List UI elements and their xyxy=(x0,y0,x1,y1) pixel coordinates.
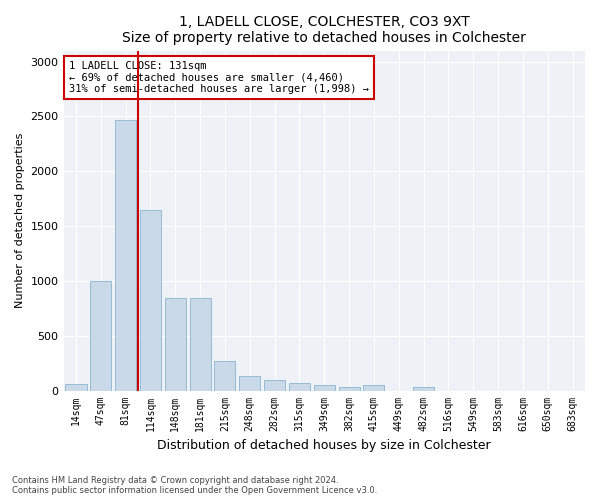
Bar xyxy=(364,385,385,391)
Bar xyxy=(165,298,186,391)
Bar xyxy=(214,362,235,391)
Text: Contains HM Land Registry data © Crown copyright and database right 2024.
Contai: Contains HM Land Registry data © Crown c… xyxy=(12,476,377,495)
Bar xyxy=(90,281,112,391)
Text: 1 LADELL CLOSE: 131sqm
← 69% of detached houses are smaller (4,460)
31% of semi-: 1 LADELL CLOSE: 131sqm ← 69% of detached… xyxy=(69,60,369,94)
X-axis label: Distribution of detached houses by size in Colchester: Distribution of detached houses by size … xyxy=(157,440,491,452)
Bar xyxy=(190,298,211,391)
Bar xyxy=(140,210,161,391)
Bar xyxy=(115,120,136,391)
Title: 1, LADELL CLOSE, COLCHESTER, CO3 9XT
Size of property relative to detached house: 1, LADELL CLOSE, COLCHESTER, CO3 9XT Siz… xyxy=(122,15,526,45)
Bar xyxy=(413,386,434,391)
Y-axis label: Number of detached properties: Number of detached properties xyxy=(15,133,25,308)
Bar xyxy=(314,385,335,391)
Bar xyxy=(289,384,310,391)
Bar xyxy=(264,380,285,391)
Bar xyxy=(338,387,359,391)
Bar xyxy=(65,384,86,391)
Bar xyxy=(239,376,260,391)
